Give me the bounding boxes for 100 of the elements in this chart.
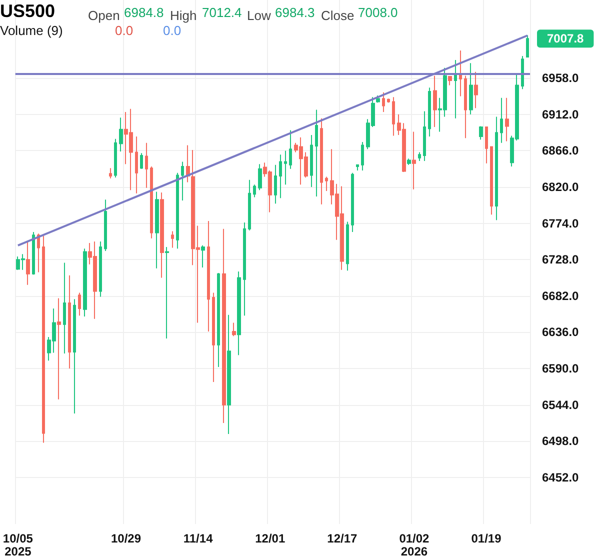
candlestick <box>109 168 112 179</box>
candlestick <box>505 97 509 142</box>
candlestick <box>325 176 328 192</box>
candlestick <box>176 172 179 250</box>
candlestick <box>500 97 503 144</box>
candlestick <box>155 191 159 269</box>
candlestick <box>490 146 493 216</box>
candlestick <box>248 179 251 231</box>
y-tick-label: 6590.0 <box>542 362 580 376</box>
candlestick <box>78 292 81 316</box>
candlestick <box>479 126 483 140</box>
candlestick <box>217 272 220 368</box>
y-tick-label: 6498.0 <box>542 434 580 448</box>
x-tick-label: 11/14 <box>183 532 214 546</box>
candlestick <box>212 292 215 382</box>
candlestick <box>119 117 123 152</box>
candlestick <box>232 322 236 337</box>
annotation: Open <box>88 8 120 23</box>
text: 7007.8 <box>547 32 584 46</box>
candlestick <box>68 274 71 370</box>
y-tick-label: 6774.0 <box>542 216 580 230</box>
candlestick <box>387 98 390 104</box>
candlestick <box>258 164 262 191</box>
annotation: Low <box>247 8 272 23</box>
candlestick <box>42 235 45 444</box>
annotation: 0.0 <box>163 23 182 38</box>
candlestick <box>32 232 35 276</box>
annotation: Volume (9) <box>0 23 63 38</box>
candlestick <box>145 142 148 188</box>
candlestick <box>181 161 184 201</box>
candlestick <box>26 240 30 286</box>
y-tick-label: 6820.0 <box>542 180 580 194</box>
candlestick <box>57 298 61 400</box>
annotation: 6984.8 <box>124 5 164 20</box>
y-tick-label: 6958.0 <box>542 71 580 86</box>
candlestick <box>351 172 354 233</box>
candlestick <box>222 228 226 424</box>
candlestick <box>37 233 40 273</box>
x-tick-label: 10/29 <box>110 532 142 546</box>
candlestick <box>253 184 256 198</box>
candlestick <box>407 158 411 166</box>
candlestick <box>474 71 478 109</box>
x-tick-label: 01/02 2026 <box>399 532 430 558</box>
candlestick <box>160 192 164 278</box>
candlestick <box>428 87 431 138</box>
candlestick <box>346 221 349 272</box>
candlestick <box>150 166 153 239</box>
y-tick-label: 6544.0 <box>542 398 580 412</box>
candlestick <box>99 240 102 298</box>
candlestick <box>284 150 287 186</box>
candlestick <box>392 96 395 136</box>
candlestick <box>459 50 462 97</box>
candlestick <box>376 94 380 104</box>
candlestick <box>448 76 452 86</box>
candlestick <box>227 314 231 435</box>
candlestick <box>320 118 323 205</box>
annotation: 7008.0 <box>358 5 398 20</box>
x-tick-label: 01/19 <box>471 532 502 546</box>
candlestick <box>315 109 318 197</box>
annotation: 0.0 <box>115 23 134 38</box>
x-tick-label: 12/01 <box>255 532 286 546</box>
y-tick-label: 6682.0 <box>542 288 580 303</box>
candlestick <box>526 34 529 58</box>
candlestick <box>201 244 205 268</box>
y-tick-label: 6452.0 <box>542 470 580 484</box>
candlestick <box>63 262 66 354</box>
x-tick-label: 12/17 <box>327 532 358 546</box>
annotation: 7012.4 <box>202 5 242 20</box>
candlestick <box>454 59 457 119</box>
candlestick <box>356 164 359 171</box>
candlestick <box>243 222 246 316</box>
candlestick <box>207 220 210 332</box>
candlestick <box>418 152 421 162</box>
annotation: Close <box>321 8 354 23</box>
candlestick <box>423 110 426 162</box>
candlestick <box>171 230 174 248</box>
y-tick-label: 6636.0 <box>542 325 580 340</box>
candlestick <box>485 126 488 164</box>
candlestick <box>104 199 107 252</box>
candlestick <box>73 298 76 414</box>
candlestick <box>361 142 364 171</box>
candlestick <box>274 164 277 204</box>
candlestick <box>469 62 473 115</box>
chart-title: US500 <box>0 1 56 21</box>
candlestick <box>433 75 437 128</box>
candlestick <box>382 92 385 113</box>
candlestick <box>279 154 282 199</box>
candlestick <box>237 270 241 356</box>
x-tick-label: 10/05 2025 <box>2 532 34 558</box>
y-tick-label: 6728.0 <box>542 252 580 267</box>
candlestick <box>165 246 169 340</box>
candlestick <box>135 136 138 194</box>
candlestick <box>289 130 292 170</box>
candlestick <box>310 134 313 188</box>
candlestick <box>186 144 190 183</box>
candlestick <box>114 138 117 178</box>
candlestick <box>464 75 467 139</box>
y-tick-label: 6912.0 <box>542 107 580 122</box>
candlestick <box>140 152 143 170</box>
candlestick <box>521 56 524 90</box>
